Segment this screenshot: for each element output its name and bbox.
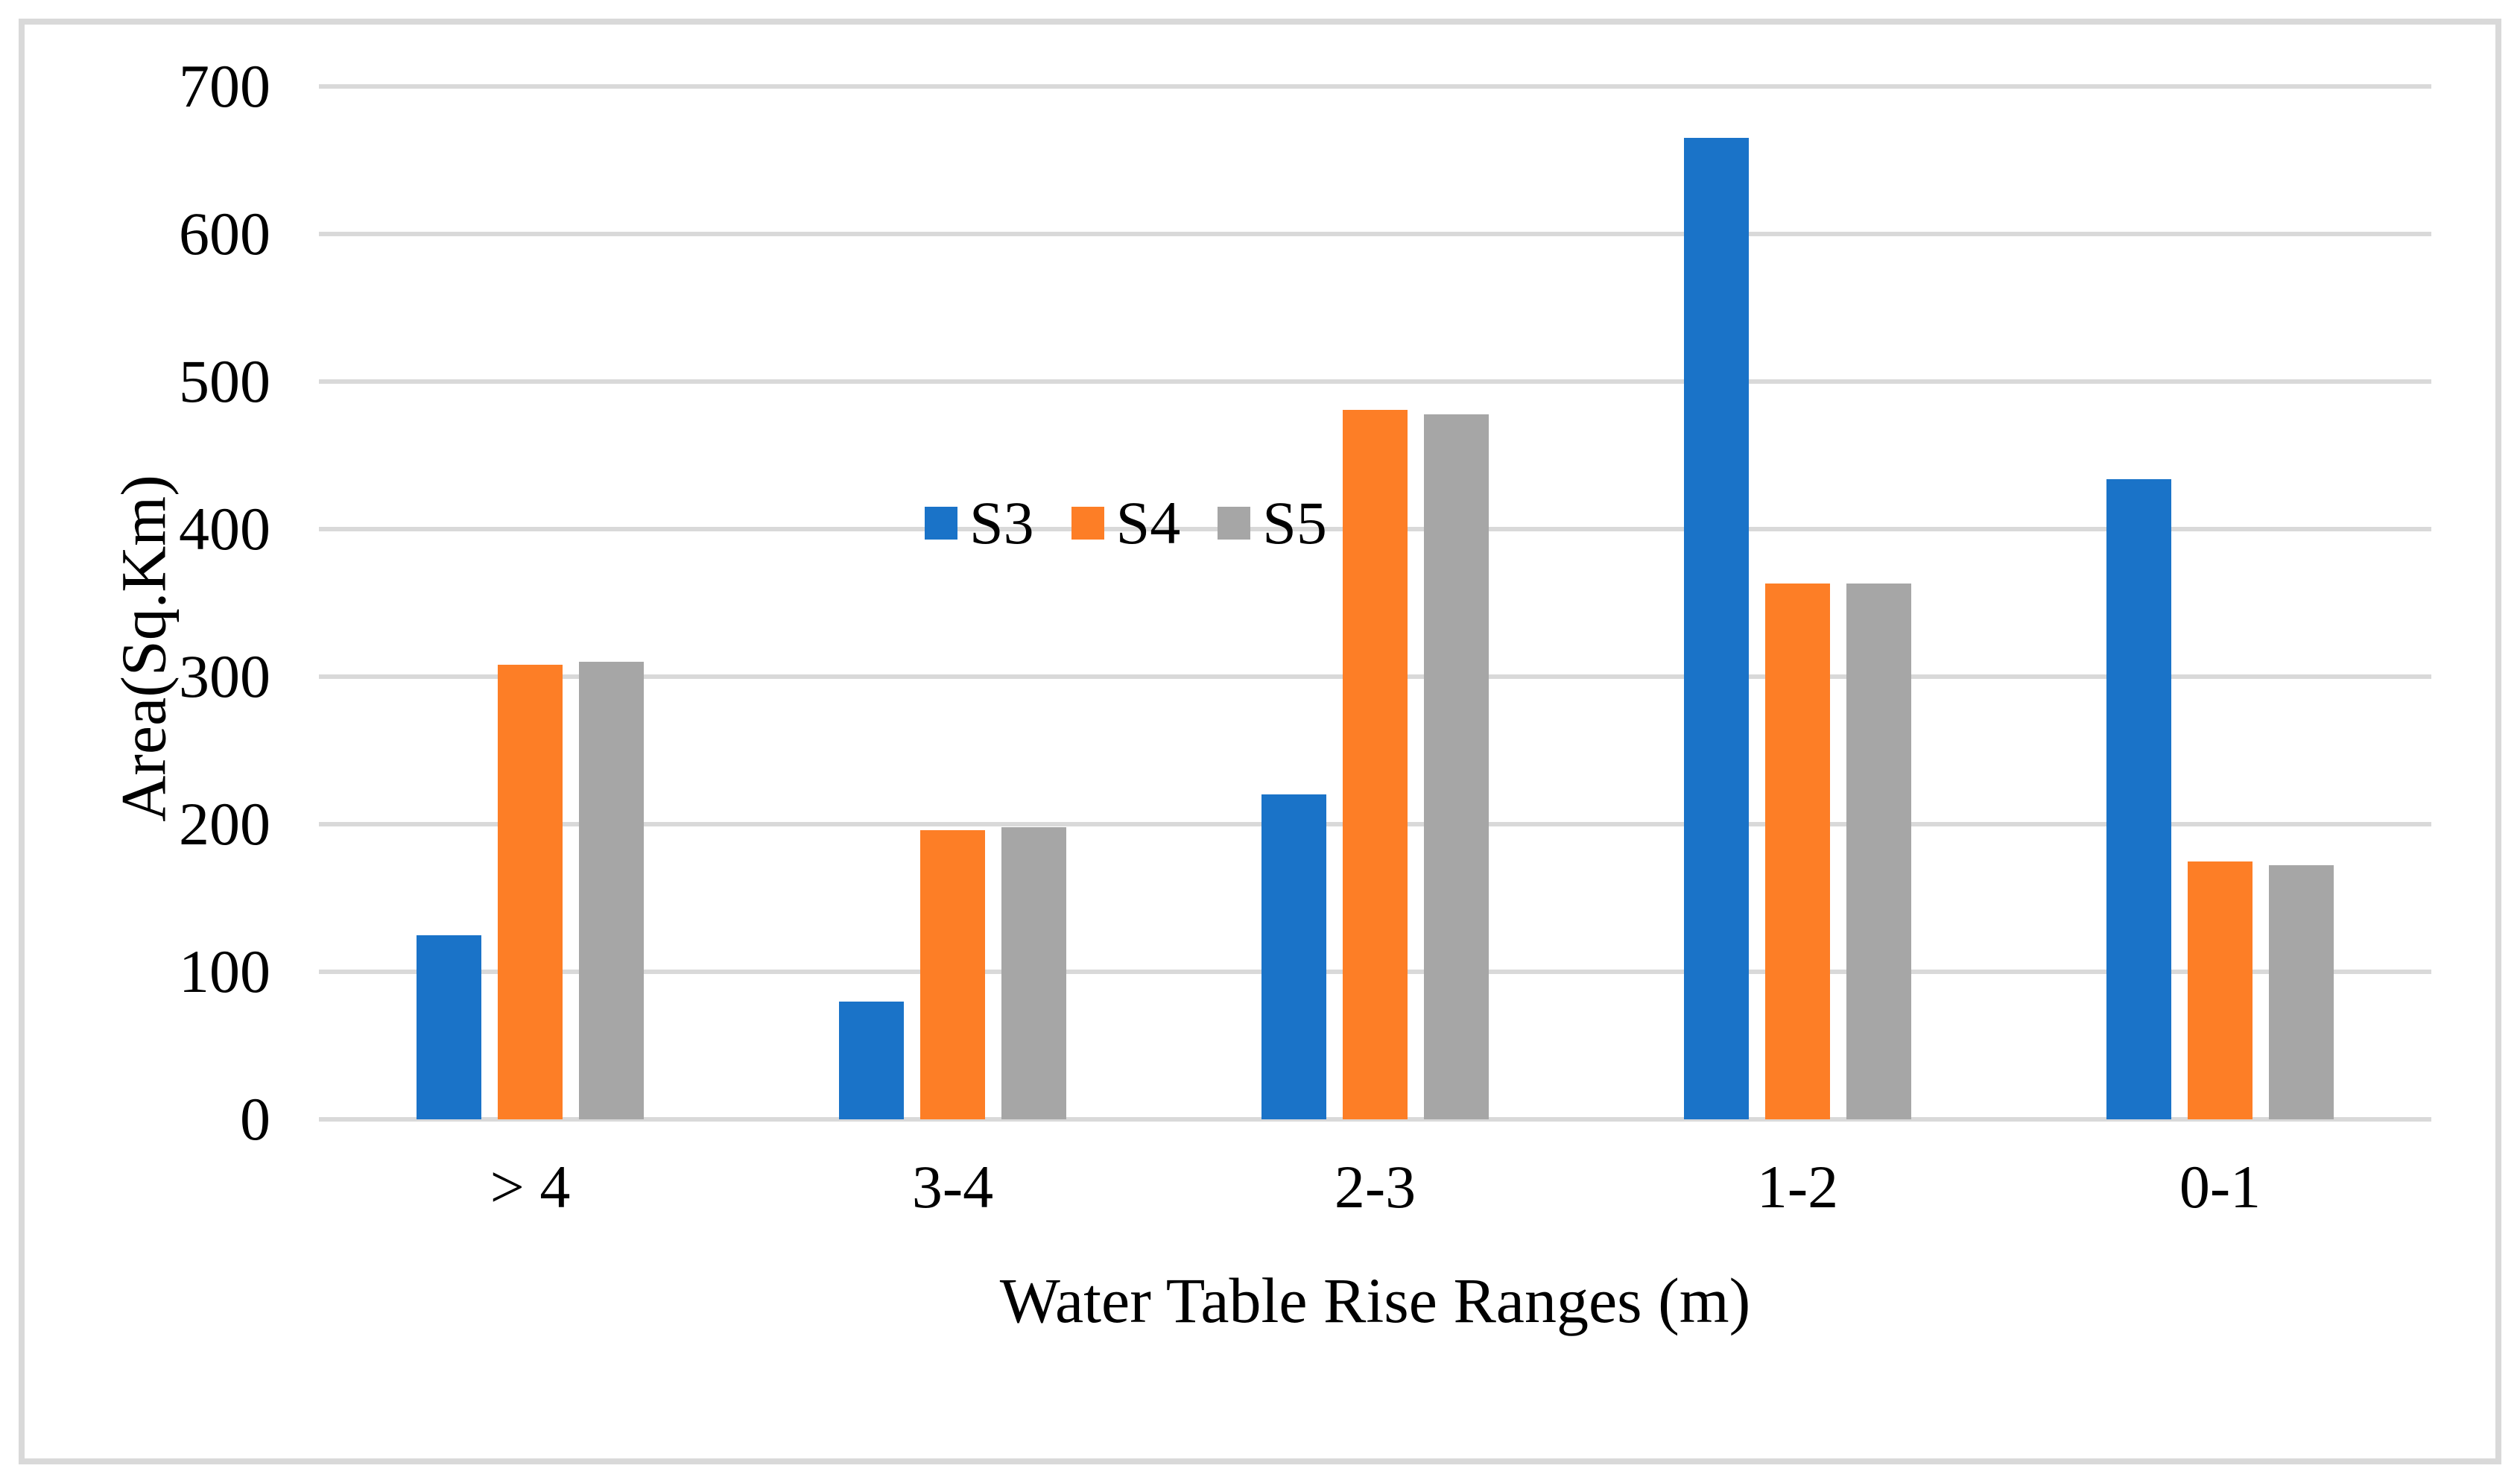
y-tick-label-200: 200 — [179, 790, 270, 858]
gridline-500 — [319, 379, 2431, 384]
legend-label-s5: S5 — [1262, 489, 1327, 557]
plot-area: S3 S4 S5 — [319, 84, 2431, 1122]
legend-label-s4: S4 — [1115, 489, 1181, 557]
bar-s5-2 — [1424, 414, 1489, 1119]
bar-s3-2 — [1261, 794, 1326, 1119]
y-tick-label-700: 700 — [179, 52, 270, 120]
bar-s4-4 — [2188, 861, 2253, 1119]
bar-s5-0 — [579, 662, 644, 1119]
y-axis-tick-labels: 0 100 200 300 400 500 600 700 — [0, 56, 270, 1150]
bar-s4-0 — [498, 665, 563, 1119]
category-label-3: 1-2 — [1756, 1153, 1839, 1221]
y-tick-label-500: 500 — [179, 347, 270, 415]
gridline-700 — [319, 84, 2431, 89]
legend-item-s3: S3 — [925, 493, 1034, 554]
y-axis-title: Area(Sq.Km) — [107, 475, 180, 822]
bar-s3-0 — [417, 935, 481, 1119]
bar-s3-4 — [2106, 478, 2171, 1119]
legend-swatch-s3 — [925, 507, 957, 540]
bar-group-3 — [1586, 86, 2009, 1119]
x-axis-title: Water Table Rise Ranges (m) — [999, 1265, 1751, 1336]
legend: S3 S4 S5 — [925, 493, 1327, 554]
legend-swatch-s4 — [1071, 507, 1104, 540]
category-label-1: 3-4 — [911, 1153, 994, 1221]
bar-s5-4 — [2269, 865, 2334, 1119]
bar-s3-1 — [839, 1001, 904, 1119]
bar-group-1 — [741, 86, 1164, 1119]
legend-label-s3: S3 — [969, 489, 1034, 557]
figure-border — [19, 19, 2501, 1464]
bar-s3-3 — [1684, 138, 1749, 1119]
legend-swatch-s5 — [1218, 507, 1251, 540]
bar-s4-2 — [1343, 409, 1408, 1119]
bars-layer — [319, 86, 2431, 1119]
category-label-2: 2-3 — [1334, 1153, 1416, 1221]
y-tick-label-100: 100 — [179, 937, 270, 1005]
category-label-4: 0-1 — [2179, 1153, 2261, 1221]
y-tick-label-300: 300 — [179, 642, 270, 710]
bar-s5-1 — [1001, 826, 1066, 1119]
bar-s4-3 — [1765, 584, 1830, 1119]
x-axis-category-labels: > 4 3-4 2-3 1-2 0-1 — [319, 1153, 2431, 1221]
category-label-0: > 4 — [490, 1153, 571, 1221]
gridline-0 — [319, 1117, 2431, 1122]
y-tick-label-0: 0 — [240, 1085, 270, 1153]
bar-s5-3 — [1846, 584, 1911, 1119]
legend-item-s4: S4 — [1071, 489, 1181, 557]
y-tick-label-600: 600 — [179, 200, 270, 268]
legend-item-s5: S5 — [1218, 493, 1327, 554]
gridline-600 — [319, 231, 2431, 236]
bar-s4-1 — [920, 829, 985, 1119]
y-tick-label-400: 400 — [179, 495, 270, 563]
bar-group-0 — [319, 86, 741, 1119]
bar-group-2 — [1164, 86, 1586, 1119]
bar-group-4 — [2009, 86, 2431, 1119]
